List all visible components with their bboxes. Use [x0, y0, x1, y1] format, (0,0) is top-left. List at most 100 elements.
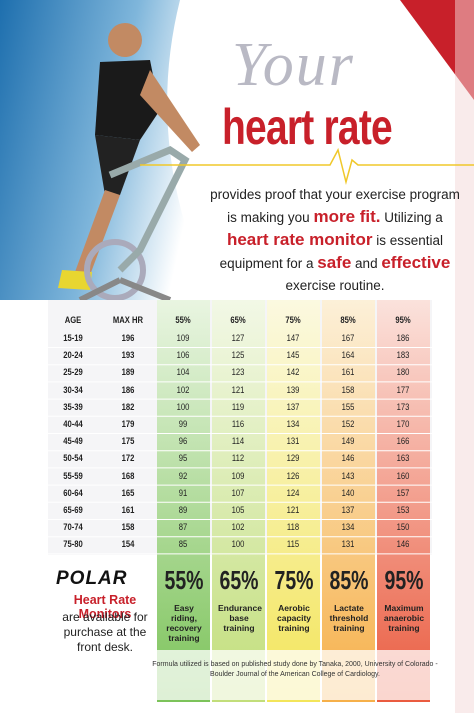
- target-hr: 85: [178, 539, 188, 550]
- column-header: MAX HR: [112, 315, 144, 325]
- target-hr: 166: [396, 436, 410, 447]
- target-hr: 118: [286, 522, 300, 533]
- intro-text: provides proof that your exercise progra…: [210, 187, 460, 202]
- zone-column: [267, 300, 320, 702]
- target-hr: 153: [396, 505, 410, 515]
- target-hr: 161: [341, 367, 355, 378]
- age-range: 75-80: [63, 539, 83, 550]
- zone-label: Easy riding, recovery training: [166, 603, 202, 643]
- max-hr: 161: [121, 505, 135, 515]
- column-header: 65%: [230, 315, 246, 325]
- column-header: 95%: [395, 315, 411, 325]
- zone-label: Lactate threshold training: [329, 603, 369, 633]
- intro-emphasis: effective: [381, 253, 451, 272]
- target-hr: 127: [231, 333, 245, 343]
- column-header: 85%: [340, 315, 356, 325]
- target-hr: 100: [176, 401, 190, 412]
- target-hr: 143: [341, 470, 355, 481]
- target-hr: 96: [178, 436, 188, 447]
- target-hr: 126: [286, 470, 300, 481]
- target-hr: 146: [341, 453, 355, 464]
- target-hr: 152: [341, 419, 355, 429]
- target-hr: 99: [178, 419, 188, 429]
- age-range: 15-19: [63, 333, 83, 343]
- age-range: 40-44: [63, 419, 83, 429]
- target-hr: 186: [396, 333, 410, 343]
- max-hr: 154: [121, 539, 135, 550]
- max-hr: 182: [121, 401, 135, 412]
- target-hr: 100: [231, 539, 245, 550]
- note-panel: [150, 650, 430, 700]
- age-range: 25-29: [63, 367, 83, 378]
- zone-percent: 85%: [329, 565, 369, 595]
- age-range: 30-34: [63, 384, 83, 395]
- max-hr: 165: [121, 487, 135, 498]
- intro: provides proof that your exercise progra…: [200, 184, 470, 297]
- age-range: 65-69: [63, 505, 83, 515]
- target-hr: 131: [286, 436, 300, 447]
- target-hr: 170: [396, 419, 410, 429]
- target-hr: 106: [176, 350, 190, 361]
- target-hr: 91: [178, 487, 188, 498]
- max-hr: 168: [121, 470, 135, 481]
- target-hr: 102: [176, 384, 190, 395]
- target-hr: 109: [231, 470, 245, 481]
- target-hr: 177: [396, 384, 410, 395]
- age-range: 20-24: [63, 350, 83, 361]
- intro-text: Utilizing a: [384, 210, 443, 225]
- target-hr: 104: [176, 367, 190, 378]
- max-hr: 189: [121, 367, 135, 378]
- zone-column: [322, 300, 375, 702]
- age-range: 60-64: [63, 487, 83, 498]
- column-header: 55%: [175, 315, 191, 325]
- target-hr: 95: [178, 453, 188, 464]
- age-range: 35-39: [63, 401, 83, 412]
- target-hr: 157: [396, 487, 410, 498]
- zone-label: Endurance base training: [218, 603, 262, 633]
- intro-text: and: [355, 256, 378, 271]
- title: heart rate: [222, 99, 393, 155]
- target-hr: 150: [396, 522, 410, 533]
- target-hr: 107: [231, 487, 245, 498]
- intro-text: exercise routine.: [285, 278, 385, 293]
- target-hr: 114: [231, 436, 245, 447]
- target-hr: 137: [341, 505, 355, 515]
- intro-text: is essential: [376, 233, 444, 248]
- target-hr: 131: [341, 539, 355, 550]
- target-hr: 123: [231, 367, 245, 378]
- max-hr: 158: [121, 522, 135, 533]
- target-hr: 145: [286, 350, 300, 361]
- age-range: 45-49: [63, 436, 83, 447]
- intro-emphasis: safe: [317, 253, 352, 272]
- target-hr: 164: [341, 350, 355, 361]
- intro-emphasis: heart rate monitor: [226, 230, 373, 249]
- max-hr: 172: [121, 453, 135, 464]
- title-script: Your: [232, 31, 355, 99]
- target-hr: 180: [396, 367, 410, 378]
- age-range: 55-59: [63, 470, 83, 481]
- max-hr: 196: [121, 333, 135, 343]
- target-hr: 115: [286, 539, 300, 550]
- zone-percent: 95%: [384, 565, 424, 595]
- cyclist: [58, 23, 200, 303]
- target-hr: 158: [341, 384, 355, 395]
- target-hr: 183: [396, 350, 410, 361]
- target-hr: 109: [176, 333, 190, 343]
- edge-stripe: [455, 0, 474, 713]
- target-hr: 147: [286, 333, 300, 343]
- intro-text: is making you: [227, 210, 310, 225]
- target-hr: 146: [396, 539, 410, 550]
- brand-availability: are available for purchase at the front …: [62, 610, 148, 654]
- target-hr: 163: [396, 453, 410, 464]
- target-hr: 89: [178, 505, 188, 515]
- target-hr: 134: [286, 419, 300, 429]
- target-hr: 134: [341, 522, 355, 533]
- target-hr: 124: [286, 487, 300, 498]
- intro-emphasis: more fit.: [313, 207, 381, 226]
- target-hr: 102: [231, 522, 245, 533]
- heartbeat-line: [140, 147, 474, 185]
- footnote: Formula utilized is based on published s…: [152, 661, 438, 678]
- max-hr: 186: [121, 384, 135, 395]
- age-range: 50-54: [63, 453, 83, 464]
